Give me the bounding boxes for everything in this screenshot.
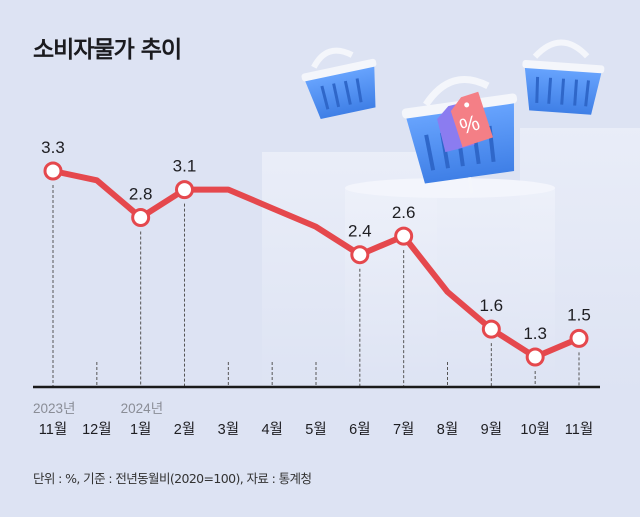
year-label: 2024년: [121, 401, 163, 416]
x-tick-label: 6월: [349, 421, 370, 438]
x-tick-label: 2월: [174, 421, 195, 438]
data-point-marker: [43, 161, 63, 181]
chart-title: 소비자물가 추이: [33, 37, 182, 63]
data-point-label: 2.6: [392, 203, 416, 222]
x-axis-labels: 11월 12월 1월 2월 3월 4월 5월 6월 7월 8월 9월 10월 11월: [39, 421, 593, 438]
discount-tag-icon: %: [450, 91, 494, 148]
data-point-marker: [175, 180, 194, 200]
footnote-source: 단위 : %, 기준 : 전년동월비(2020=100), 자료 : 통계청: [33, 471, 312, 486]
x-tick-label: 5월: [305, 421, 326, 438]
data-point-marker: [350, 245, 370, 265]
shopping-basket-icon: [522, 39, 605, 115]
x-tick-label: 7월: [393, 421, 414, 438]
x-tick-label: 10월: [520, 421, 549, 438]
data-point-label: 3.1: [173, 157, 197, 176]
shopping-basket-with-discount-tag-icon: %: [401, 75, 518, 194]
data-labels: 3.3 2.8 3.1 2.4 2.6 1.6 1.3 1.5: [41, 138, 591, 343]
data-point-marker: [394, 226, 414, 246]
data-point-marker: [131, 208, 151, 227]
x-tick-label: 8월: [437, 421, 458, 438]
x-tick-label: 4월: [261, 421, 282, 438]
x-tick-label: 9월: [481, 421, 502, 438]
x-tick-label: 3월: [218, 421, 239, 438]
shopping-basket-icon: [301, 47, 377, 119]
data-point-marker: [481, 319, 501, 339]
x-tick-label: 1월: [130, 421, 151, 438]
podium-illustration: [262, 128, 640, 392]
data-point-label: 2.4: [348, 222, 372, 241]
data-point-label: 1.3: [523, 324, 547, 343]
year-label: 2023년: [33, 401, 75, 416]
data-markers: [43, 161, 589, 367]
year-labels: 2023년 2024년: [33, 401, 163, 416]
x-tick-label: 11월: [39, 421, 67, 438]
data-point-label: 1.5: [567, 305, 591, 324]
data-point-marker: [569, 328, 589, 348]
x-tick-label: 12월: [82, 421, 111, 438]
data-point-marker: [525, 347, 545, 367]
data-point-label: 3.3: [41, 138, 65, 157]
dashed-drop-lines: [52, 185, 580, 387]
data-point-label: 1.6: [480, 296, 504, 315]
x-tick-label: 11월: [565, 421, 593, 438]
data-point-label: 2.8: [129, 185, 153, 204]
